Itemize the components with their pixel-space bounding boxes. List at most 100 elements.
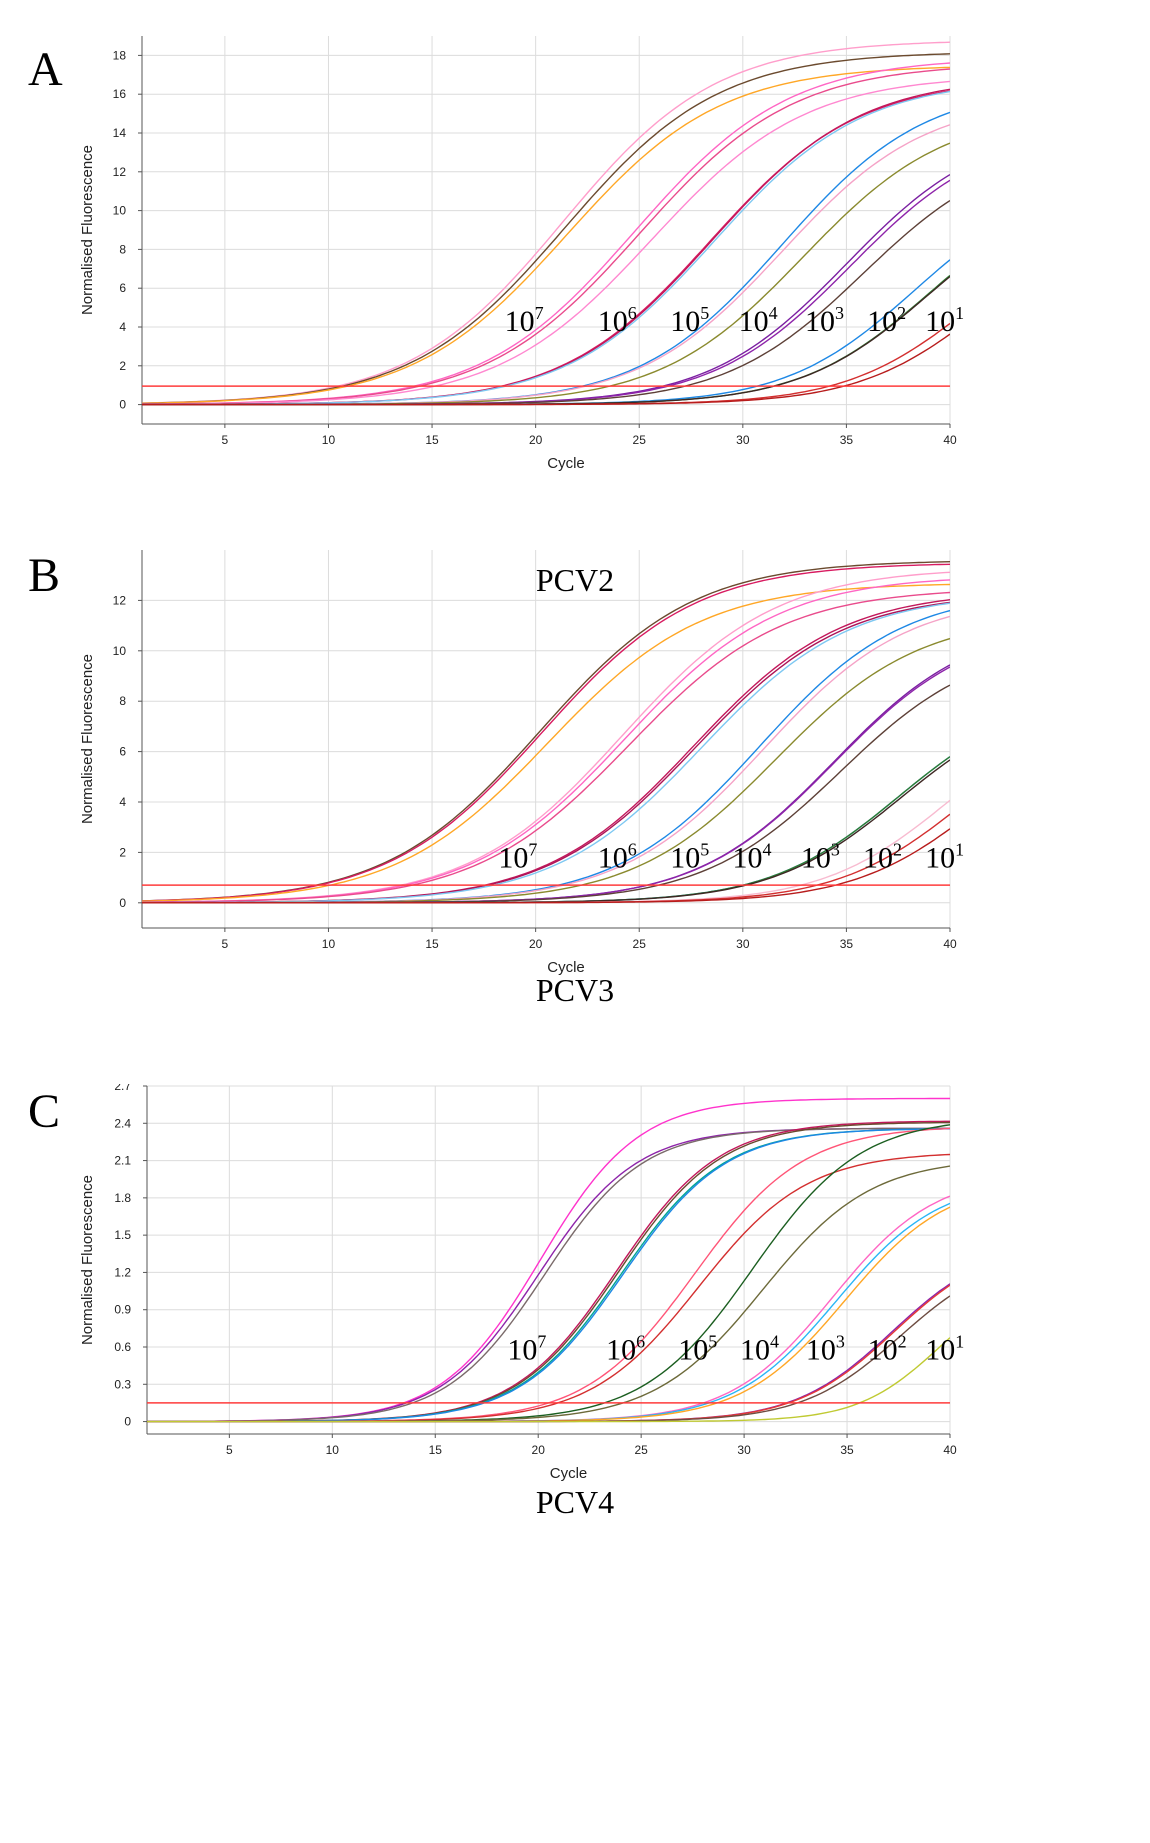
y-tick-label: 0: [119, 398, 126, 412]
x-tick-label: 5: [226, 1443, 233, 1457]
x-axis-label: Cycle: [550, 1465, 588, 1482]
panel-label: A: [28, 43, 63, 96]
dilution-label: 101: [925, 840, 964, 875]
x-tick-label: 30: [736, 433, 750, 447]
series-line: [142, 179, 950, 406]
x-tick-label: 35: [840, 1443, 854, 1457]
dilution-label: 102: [863, 840, 902, 875]
series-line: [142, 333, 950, 406]
series-line: [142, 90, 950, 406]
y-tick-label: 0: [119, 896, 126, 910]
y-tick-label: 0.3: [114, 1377, 131, 1391]
y-tick-label: 4: [119, 320, 126, 334]
y-tick-label: 2: [119, 359, 126, 373]
y-tick-label: 2.7: [114, 1084, 131, 1093]
dilution-label: 107: [507, 1331, 546, 1366]
series-line: [147, 1128, 950, 1423]
x-axis-label: Cycle: [547, 959, 585, 976]
x-tick-label: 10: [326, 1443, 340, 1457]
dilution-label: 103: [806, 1331, 845, 1366]
series-line: [142, 174, 950, 406]
x-tick-label: 20: [529, 433, 543, 447]
series-line: [142, 41, 950, 404]
x-tick-label: 40: [943, 937, 957, 951]
y-tick-label: 6: [119, 281, 126, 295]
y-tick-label: 1.2: [114, 1265, 131, 1279]
series-line: [142, 68, 950, 405]
series-line: [142, 828, 950, 904]
series-line: [147, 1127, 950, 1423]
y-tick-label: 1.5: [114, 1228, 131, 1242]
y-tick-label: 6: [119, 745, 126, 759]
series-line: [147, 1124, 950, 1423]
dilution-label: 105: [670, 303, 709, 338]
series-line: [142, 53, 950, 404]
dilution-label: 101: [925, 1331, 964, 1366]
chart-pcv2: 5 10 15 20 25 30 35 40 0 2 4 6 8 10 12 14 16 18 Cycle Norma…: [79, 36, 964, 472]
x-tick-label: 35: [840, 937, 854, 951]
chart-title: PCV4: [535, 1484, 615, 1520]
series-line: [142, 62, 950, 405]
x-tick-label: 25: [633, 433, 647, 447]
amplification-curves: [147, 1097, 950, 1423]
y-tick-label: 2.4: [114, 1116, 131, 1130]
x-tick-label: 5: [222, 433, 229, 447]
dilution-label: 102: [868, 1331, 907, 1366]
dilution-label: 103: [801, 840, 840, 875]
y-axis-label: Normalised Fluorescence: [79, 1175, 96, 1345]
y-tick-label: 8: [119, 242, 126, 256]
chart-pcv4: 5 10 15 20 25 30 35 40 0 0.3 0.6 0.9 1.2 1.5 1.8 2.1 2.4…: [79, 1084, 964, 1482]
dilution-label: 106: [598, 303, 637, 338]
series-line: [142, 756, 950, 904]
x-tick-label: 15: [425, 433, 439, 447]
dilution-label: 103: [805, 303, 844, 338]
dilution-label: 105: [678, 1331, 717, 1366]
chart-pcv3: 5 10 15 20 25 30 35 40 0 2 4 6 8 10 12 Cycle Normalised …: [79, 550, 964, 976]
y-axis-label: Normalised Fluorescence: [79, 145, 96, 315]
dilution-label: 102: [867, 303, 906, 338]
y-tick-label: 10: [113, 204, 127, 218]
series-line: [142, 124, 950, 406]
x-tick-label: 35: [840, 433, 854, 447]
x-tick-label: 10: [322, 433, 336, 447]
x-tick-label: 25: [634, 1443, 648, 1457]
chart-title: PCV3: [535, 972, 615, 1008]
series-line: [147, 1127, 950, 1423]
x-tick-label: 15: [425, 937, 439, 951]
x-tick-label: 25: [633, 937, 647, 951]
y-tick-label: 4: [119, 795, 126, 809]
y-tick-label: 0.9: [114, 1303, 131, 1317]
y-tick-label: 14: [113, 126, 127, 140]
x-tick-label: 30: [736, 937, 750, 951]
series-line: [142, 591, 950, 903]
series-line: [142, 66, 950, 404]
dilution-label: 106: [606, 1331, 645, 1366]
x-tick-label: 30: [737, 1443, 751, 1457]
y-axis-label: Normalised Fluorescence: [79, 654, 96, 824]
y-tick-label: 0.6: [114, 1340, 131, 1354]
dilution-label: 104: [740, 1331, 779, 1366]
x-tick-label: 40: [943, 433, 957, 447]
x-tick-label: 10: [322, 937, 336, 951]
y-tick-label: 2: [119, 845, 126, 859]
dilution-label: 104: [739, 303, 778, 338]
y-tick-label: 18: [113, 48, 127, 62]
y-tick-label: 1.8: [114, 1191, 131, 1205]
y-tick-label: 16: [113, 87, 127, 101]
dilution-label: 105: [670, 840, 709, 875]
amplification-curves: [142, 41, 950, 406]
series-line: [147, 1127, 950, 1423]
panel-a: A 5 10 15 20 25 30 35 40 0 2 4 6 8 10 12 14 16 18 Cycle Nor…: [0, 0, 1150, 610]
series-line: [147, 1128, 950, 1423]
y-tick-label: 12: [113, 165, 127, 179]
x-tick-label: 15: [429, 1443, 443, 1457]
x-axis-label: Cycle: [547, 455, 585, 472]
series-line: [147, 1153, 950, 1423]
dilution-label: 104: [732, 840, 771, 875]
panel-c: C 5 10 15 20 25 30 35 40 0 0.3 0.6 0.9 1.2 1.5 1.8 2.1 2…: [0, 1084, 1150, 1534]
dilution-label: 101: [925, 303, 964, 338]
series-line: [142, 274, 950, 406]
y-tick-label: 0: [124, 1415, 131, 1429]
y-tick-label: 12: [113, 593, 127, 607]
chart-title: PCV2: [535, 562, 615, 598]
